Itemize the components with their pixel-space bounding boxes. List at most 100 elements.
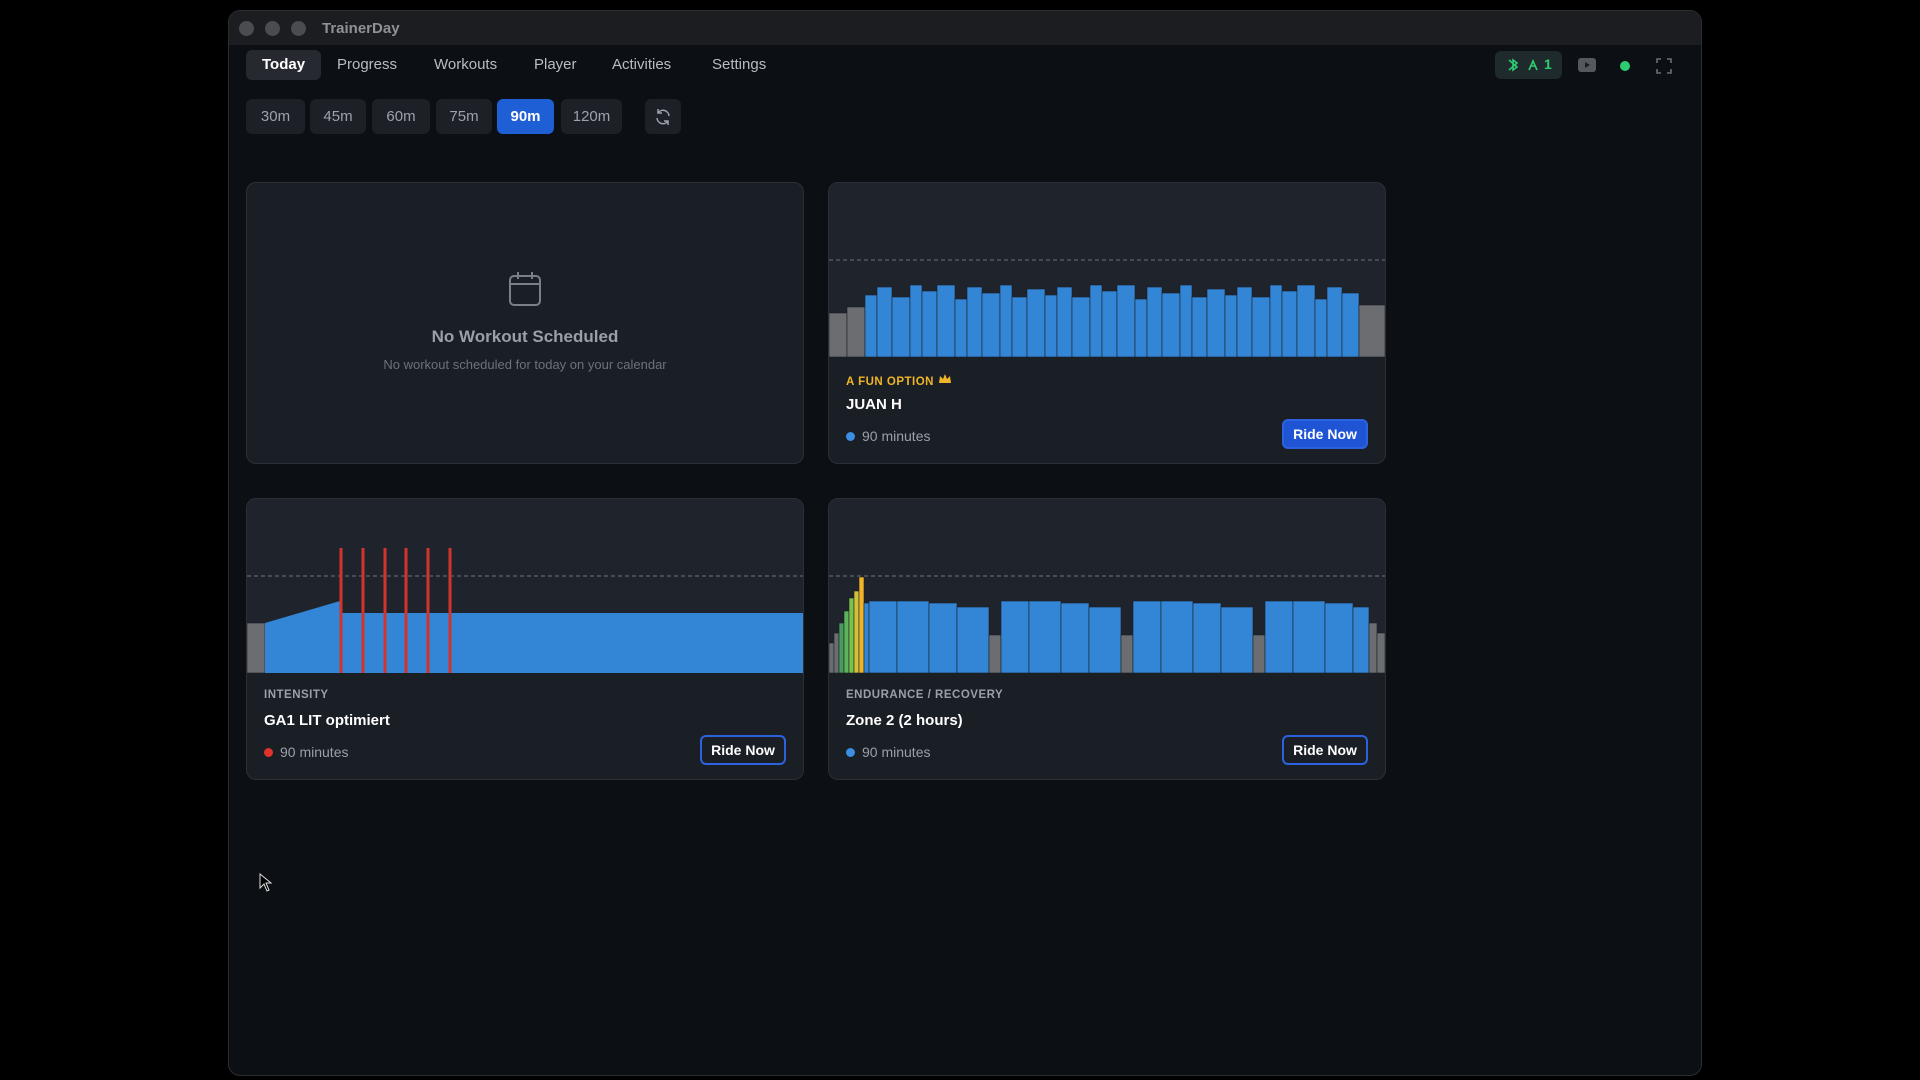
workout-duration: 90 minutes <box>862 744 931 760</box>
profile-shape <box>1314 298 1328 357</box>
profile-shape <box>848 597 855 673</box>
profile-shape <box>1220 606 1254 673</box>
category-text: A FUN OPTION <box>846 376 934 388</box>
profile-shape <box>1146 286 1163 357</box>
workout-name: Zone 2 (2 hours) <box>846 712 963 729</box>
tab[interactable]: Progress <box>337 56 398 73</box>
profile-shape <box>988 634 1002 673</box>
profile-shape <box>1269 284 1283 357</box>
profile-shape <box>1296 284 1316 357</box>
profile-shape <box>909 284 923 357</box>
profile-shape <box>956 606 990 673</box>
profile-shape <box>1281 290 1298 357</box>
tab[interactable]: Activities <box>612 56 672 73</box>
maximize-button[interactable] <box>291 21 306 36</box>
duration-button[interactable]: 90m <box>497 99 554 134</box>
profile-shape <box>1352 606 1370 673</box>
profile-shape <box>1206 288 1226 357</box>
empty-card: No Workout Scheduled No workout schedule… <box>246 182 804 464</box>
profile-shape <box>999 284 1013 357</box>
duration-button[interactable]: 30m <box>246 99 305 134</box>
zone-dot <box>264 748 273 757</box>
profile-shape <box>846 306 866 357</box>
profile-shape <box>1026 288 1046 357</box>
profile-shape <box>1120 634 1134 673</box>
ride-now-button[interactable]: Ride Now <box>1282 419 1368 449</box>
duration-button[interactable]: 45m <box>310 99 366 134</box>
profile-shape <box>1011 296 1028 357</box>
profile-shape <box>1191 296 1208 357</box>
profile-shape <box>1324 602 1354 673</box>
tab[interactable]: Workouts <box>434 56 498 73</box>
profile-shape <box>1088 606 1122 673</box>
workout-profile <box>247 499 803 673</box>
profile-shape <box>833 632 840 673</box>
workout-name: JUAN H <box>846 396 902 413</box>
profile-shape <box>1116 284 1136 357</box>
device-status[interactable]: 1 <box>1495 51 1562 79</box>
profile-shape <box>1060 602 1090 673</box>
workout-card[interactable]: ENDURANCE / RECOVERY Zone 2 (2 hours) 90… <box>828 498 1386 780</box>
profile-shape <box>1192 602 1222 673</box>
workout-card[interactable]: A FUN OPTION JUAN H 90 minutes Ride Now <box>828 182 1386 464</box>
profile-shape <box>1251 296 1271 357</box>
profile-shape <box>1071 296 1091 357</box>
profile-shape <box>1028 600 1062 673</box>
ride-now-button[interactable]: Ride Now <box>1282 735 1368 765</box>
profile-shape <box>1368 622 1378 673</box>
zone-dot <box>846 432 855 441</box>
workout-category: INTENSITY <box>264 689 329 701</box>
connection-dot <box>1620 61 1630 71</box>
profile-shape <box>1376 632 1385 673</box>
profile-shape <box>339 548 343 673</box>
profile-shape <box>876 286 893 357</box>
profile-shape <box>921 290 938 357</box>
close-button[interactable] <box>239 21 254 36</box>
app-title: TrainerDay <box>322 20 400 37</box>
profile-shape <box>1341 292 1360 357</box>
profile-shape <box>1160 600 1194 673</box>
refresh-button[interactable] <box>645 99 681 134</box>
profile-shape <box>896 600 930 673</box>
duration-button[interactable]: 120m <box>561 99 622 134</box>
profile-shape <box>829 642 835 673</box>
video-icon[interactable] <box>1578 58 1598 72</box>
tab[interactable]: Player <box>534 56 577 73</box>
refresh-icon <box>656 109 670 125</box>
profile-shape <box>838 622 845 673</box>
profile-shape <box>1134 298 1148 357</box>
profile-shape <box>265 601 803 673</box>
mouse-cursor <box>259 873 273 892</box>
status-icons <box>1508 58 1538 72</box>
profile-shape <box>853 590 860 673</box>
profile-shape <box>1252 634 1266 673</box>
tab[interactable]: Settings <box>712 56 767 73</box>
profile-shape <box>247 622 266 673</box>
profile-shape <box>1236 286 1253 357</box>
profile-shape <box>404 548 408 673</box>
profile-shape <box>426 548 430 673</box>
device-count: 1 <box>1544 56 1552 72</box>
tab[interactable]: Today <box>246 50 322 80</box>
profile-shape <box>1292 600 1326 673</box>
profile-shape <box>843 610 850 673</box>
profile-shape <box>1161 292 1181 357</box>
minimize-button[interactable] <box>265 21 280 36</box>
workout-profile <box>829 499 1385 673</box>
profile-shape <box>868 600 898 673</box>
profile-shape <box>361 548 365 673</box>
fullscreen-icon[interactable] <box>1656 58 1672 74</box>
profile-shape <box>864 294 878 357</box>
duration-button[interactable]: 60m <box>372 99 430 134</box>
workout-category: A FUN OPTION <box>846 373 952 388</box>
profile-shape <box>1179 284 1193 357</box>
workout-card[interactable]: INTENSITY GA1 LIT optimiert 90 minutes R… <box>246 498 804 780</box>
workout-name: GA1 LIT optimiert <box>264 712 390 729</box>
workout-duration: 90 minutes <box>862 428 931 444</box>
calendar-icon <box>509 272 541 306</box>
ride-now-button[interactable]: Ride Now <box>700 735 786 765</box>
duration-button[interactable]: 75m <box>436 99 492 134</box>
profile-shape <box>383 548 387 673</box>
profile-shape <box>863 602 870 673</box>
